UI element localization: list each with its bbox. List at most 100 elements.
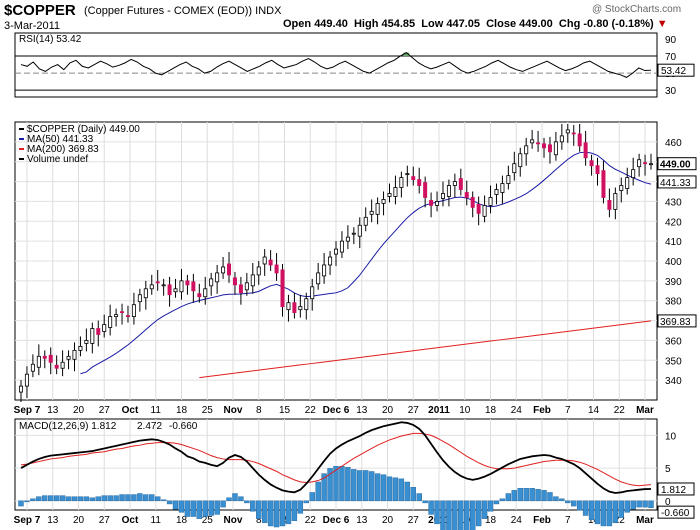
macd-histogram-bar: [273, 500, 280, 528]
price-legend-swatch: [19, 138, 24, 140]
candle-body: [464, 192, 469, 198]
macd-histogram-bar: [267, 500, 274, 527]
price-x-tick-label: 13: [47, 405, 59, 416]
macd-histogram-bar: [107, 495, 113, 502]
candle-body: [191, 281, 196, 292]
ma200-line: [199, 320, 652, 379]
price-y-tick-label: 420: [665, 217, 682, 228]
candle-body: [304, 298, 309, 311]
chart-subtitle: (Copper Futures - COMEX (EOD)) INDX: [84, 5, 282, 17]
macd-histogram-bar: [499, 498, 506, 502]
candle-body: [78, 345, 83, 351]
candle-body: [215, 272, 220, 283]
candle-body: [387, 193, 392, 197]
candle-body: [631, 169, 636, 179]
price-last-value-box: [657, 157, 697, 171]
price-x-tick-label: 11: [151, 405, 162, 416]
candle-body: [643, 162, 648, 165]
candle-body: [601, 170, 606, 198]
candle-body: [286, 302, 291, 311]
macd-histogram-bar: [630, 500, 636, 510]
price-legend-item: MA(200) 369.83: [27, 144, 99, 155]
macd-histogram-bar: [648, 500, 654, 508]
candle-body: [114, 314, 119, 318]
candle-body: [524, 145, 529, 155]
macd-hist-last-value-label: -0.660: [661, 508, 690, 519]
macd-histogram-bar: [137, 493, 143, 502]
ma50-line: [80, 151, 652, 375]
macd-x-tick-label: Feb: [533, 515, 551, 526]
candle-body: [244, 282, 249, 291]
macd-histogram-bar: [125, 494, 131, 502]
macd-y-tick-label: 5: [665, 464, 671, 475]
macd-histogram-bar: [357, 470, 363, 502]
rsi-legend: RSI(14) 53.42: [19, 34, 82, 45]
candle-body: [506, 175, 511, 184]
open-value: 449.40: [314, 18, 348, 30]
candle-body: [42, 355, 47, 359]
macd-histogram-bar: [220, 500, 226, 508]
candle-body: [203, 288, 208, 298]
macd-histogram-bar: [422, 500, 428, 504]
macd-histogram-bar: [582, 500, 589, 516]
candle-body: [143, 288, 148, 299]
macd-x-tick-label: 8: [256, 515, 262, 526]
candle-body: [298, 306, 303, 311]
price-last-value-label: 441.33: [660, 178, 691, 189]
macd-histogram-bar: [208, 500, 214, 516]
macd-histogram-bar: [226, 497, 232, 502]
candle-body: [577, 133, 582, 147]
candle-body: [452, 181, 457, 186]
macd-histogram-bar: [291, 500, 298, 521]
candle-body: [369, 210, 374, 215]
macd-x-tick-label: Oct: [122, 515, 139, 526]
low-label: Low: [421, 18, 444, 30]
candle-body: [227, 263, 232, 276]
macd-x-tick-label: Mar: [636, 515, 654, 526]
macd-histogram-bar: [238, 496, 244, 502]
candle-body: [547, 144, 552, 153]
candle-body: [446, 185, 451, 197]
candle-body: [375, 203, 380, 215]
rsi-last-value-label: 53.42: [661, 66, 686, 77]
macd-histogram-bar: [404, 481, 411, 502]
price-y-tick-label: 340: [665, 376, 682, 387]
macd-histogram-bar: [250, 500, 256, 512]
candle-body: [155, 281, 160, 284]
macd-histogram-bar: [149, 494, 155, 502]
macd-histogram-bar: [446, 500, 452, 530]
candle-body: [18, 385, 23, 393]
macd-histogram-bar: [434, 500, 440, 525]
macd-histogram-bar: [517, 488, 523, 502]
macd-histogram-bar: [565, 500, 571, 504]
candle-body: [363, 216, 368, 226]
candle-body: [423, 182, 428, 198]
macd-histogram-bar: [59, 495, 66, 502]
candle-body: [274, 264, 279, 274]
macd-histogram-bar: [261, 500, 268, 524]
macd-histogram-bar: [559, 498, 565, 502]
macd-x-tick-label: 13: [47, 515, 59, 526]
candle-body: [405, 173, 410, 176]
close-label: Close: [486, 18, 517, 30]
candle-body: [24, 373, 29, 387]
macd-histogram-bar: [416, 493, 422, 502]
candle-body: [536, 142, 541, 145]
macd-histogram-bar: [184, 500, 191, 517]
macd-histogram-bar: [196, 500, 203, 519]
macd-histogram-bar: [119, 494, 125, 502]
macd-histogram-bar: [487, 500, 494, 512]
macd-histogram-bar: [279, 500, 286, 527]
high-value: 454.85: [381, 18, 416, 30]
macd-histogram-bar: [71, 496, 78, 502]
candle-body: [185, 280, 190, 286]
rsi-last-value-box: [657, 63, 695, 77]
macd-legend-signal: 2.472: [137, 421, 162, 432]
candle-body: [500, 183, 505, 193]
macd-histogram-bar: [24, 500, 30, 503]
macd-histogram-bar: [244, 500, 250, 504]
macd-histogram-bar: [606, 500, 613, 527]
macd-histogram-bar: [315, 481, 321, 502]
macd-x-tick-label: 20: [73, 515, 85, 526]
candle-body: [268, 259, 273, 266]
